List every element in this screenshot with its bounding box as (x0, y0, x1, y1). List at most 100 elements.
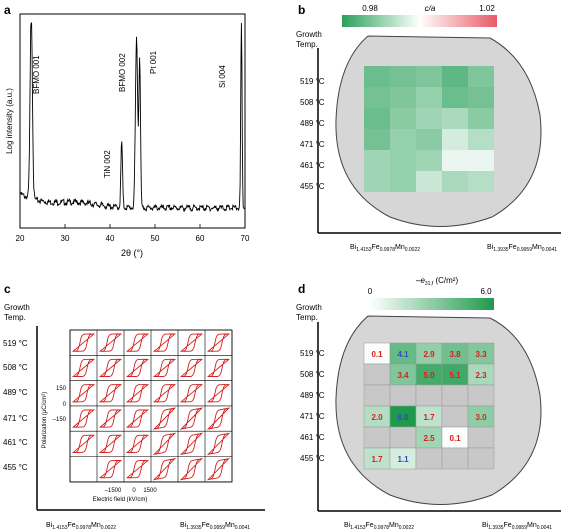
pe-loop (98, 384, 123, 403)
temp-d-455: 455 °C (300, 454, 325, 463)
pe-xtick-0: 0 (132, 488, 136, 494)
composition-c-right: Bi1.3935Fe0.9959Mn0.0041 (180, 522, 250, 531)
pe-loop (206, 358, 231, 378)
ca-heatmap-cell (364, 66, 390, 87)
ca-heatmap-cell (442, 87, 468, 108)
e31-value-label: 2.9 (423, 350, 435, 359)
temp-labels-c: 519 °C 508 °C 489 °C 471 °C 461 °C 455 °… (3, 339, 28, 472)
e31-heatmap-cell (363, 384, 391, 407)
temp-c-489: 489 °C (3, 388, 28, 397)
temp-b-519: 519 °C (300, 77, 325, 86)
ca-heatmap-cell (468, 129, 494, 150)
temp-c-461: 461 °C (3, 438, 28, 447)
panel-a-label: a (4, 3, 11, 17)
ca-heatmap-cell (364, 129, 390, 150)
pe-loop (179, 358, 204, 378)
ca-heatmap-cell (416, 129, 442, 150)
pe-loop (71, 358, 96, 378)
xrd-x-axis-label: 2θ (°) (121, 248, 143, 258)
panel-d: d –e31,f (C/m²) 0 6.0 Growth Temp. 0.1 4.… (296, 276, 561, 531)
e31-heatmap-cell (415, 384, 443, 407)
e31-value-label: 2.0 (371, 413, 383, 422)
colorbar-b-max: 1.02 (479, 4, 495, 13)
panel-d-label: d (298, 282, 305, 296)
xrd-x-tick-label: 20 (16, 234, 25, 243)
composition-b-left: Bi1.4153Fe0.9978Mn0.0022 (350, 244, 420, 253)
heatmap-d: 0.1 4.1 2.9 3.8 3.3 3.4 5.0 5.1 2.3 2.0 6.0 1.7 3.0 2… (363, 342, 495, 470)
colorbar-b (342, 15, 497, 27)
growth-temp-c-line1: Growth (4, 303, 30, 312)
ca-heatmap-cell (364, 87, 390, 108)
pe-loop (206, 432, 231, 456)
panel-c: c Growth Temp. 519 °C 508 °C 489 °C 471 … (3, 282, 265, 531)
growth-temp-d-line1: Growth (296, 303, 322, 312)
temp-c-471: 471 °C (3, 414, 28, 423)
colorbar-d (370, 298, 494, 310)
e31-heatmap-cell (363, 363, 391, 386)
pe-y-axis-label: Polarization (μC/cm²) (42, 392, 48, 448)
pe-loop (98, 333, 123, 352)
ca-heatmap-cell (390, 87, 416, 108)
composition-d-left: Bi1.4153Fe0.9978Mn0.0022 (344, 522, 414, 531)
pe-x-axis-label: Electric field (kV/cm) (93, 497, 148, 503)
temp-d-508: 508 °C (300, 370, 325, 379)
ca-heatmap-cell (468, 150, 494, 171)
e31-heatmap-cell (441, 447, 469, 470)
pe-ytick-minus150: –150 (53, 417, 67, 423)
composition-d-right: Bi1.3935Fe0.9959Mn0.0041 (482, 522, 552, 531)
e31-value-label: 3.4 (397, 371, 409, 380)
pe-xtick-1500: 1500 (143, 488, 157, 494)
ca-heatmap-cell (390, 108, 416, 129)
e31-value-label: 5.1 (449, 371, 461, 380)
temp-c-508: 508 °C (3, 363, 28, 372)
pe-loop (98, 409, 123, 428)
ca-heatmap-cell (442, 108, 468, 129)
ca-heatmap-cell (416, 87, 442, 108)
pe-loop (125, 358, 150, 378)
e31-value-label: 5.0 (423, 371, 435, 380)
pe-loop (71, 434, 96, 453)
pe-loop (206, 333, 231, 352)
peak-label-bfmo-002: BFMO 002 (118, 53, 127, 92)
e31-heatmap-cell (467, 447, 495, 470)
temp-d-519: 519 °C (300, 349, 325, 358)
pe-loop (125, 460, 150, 479)
pe-loop (71, 409, 96, 428)
temp-labels-d: 519 °C 508 °C 489 °C 471 °C 461 °C 455 °… (300, 349, 325, 463)
pe-ytick-150: 150 (56, 386, 67, 392)
e31-heatmap-cell (389, 384, 417, 407)
e31-value-label: 4.1 (397, 350, 409, 359)
pe-loop (125, 434, 150, 453)
pe-loop (179, 384, 204, 403)
ca-heatmap-cell (468, 66, 494, 87)
ca-heatmap-cell (390, 171, 416, 192)
ca-heatmap-cell (364, 171, 390, 192)
temp-b-461: 461 °C (300, 161, 325, 170)
temp-c-519: 519 °C (3, 339, 28, 348)
xrd-x-tick-label: 40 (106, 234, 115, 243)
e31-value-label: 3.8 (449, 350, 461, 359)
pe-loop (125, 333, 150, 352)
ca-heatmap-cell (416, 150, 442, 171)
pe-loop (98, 434, 123, 453)
colorbar-d-min: 0 (368, 287, 373, 296)
peak-label-si-004: Si 004 (218, 65, 227, 88)
temp-d-489: 489 °C (300, 391, 325, 400)
growth-temp-d-line2: Temp. (296, 313, 318, 322)
temp-c-455: 455 °C (3, 463, 28, 472)
e31-value-label: 2.5 (423, 434, 435, 443)
e31-value-label: 3.3 (475, 350, 487, 359)
pe-loop (98, 358, 123, 378)
ca-heatmap-cell (364, 108, 390, 129)
growth-temp-c-line2: Temp. (4, 313, 26, 322)
e31-heatmap-cell (415, 447, 443, 470)
ca-heatmap-cell (442, 129, 468, 150)
ca-heatmap-cell (416, 108, 442, 129)
e31-heatmap-cell (363, 426, 391, 449)
pe-loop (152, 384, 177, 403)
pe-loop (71, 384, 96, 403)
pe-loop (179, 333, 204, 352)
xrd-y-axis-label: Log intensity (a.u.) (5, 88, 14, 154)
xrd-x-tick-label: 60 (196, 234, 205, 243)
